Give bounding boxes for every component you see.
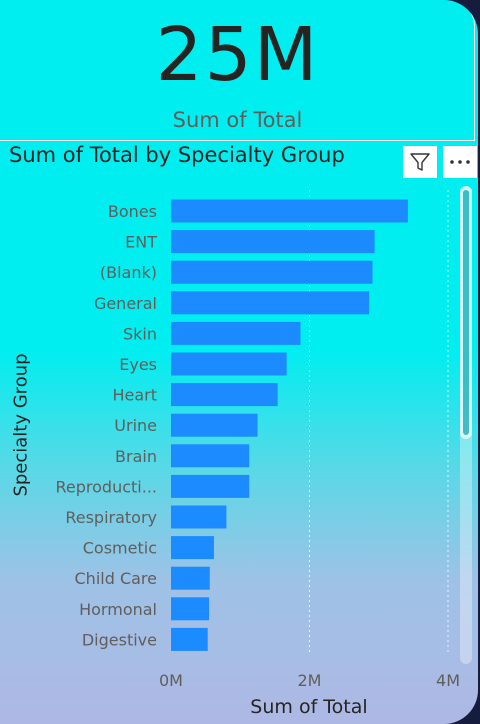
bar[interactable]: [171, 505, 227, 529]
bar[interactable]: [171, 444, 250, 468]
x-tick-label: 0M: [159, 671, 183, 690]
category-label: Child Care: [75, 569, 158, 588]
category-label: Urine: [114, 416, 157, 435]
bar[interactable]: [171, 597, 210, 621]
filter-icon: [410, 153, 430, 171]
category-label: Reproducti...: [56, 477, 157, 496]
more-options-icon: [450, 160, 470, 164]
filter-button[interactable]: [403, 146, 437, 178]
category-label: Bones: [108, 202, 157, 221]
bar[interactable]: [171, 566, 210, 590]
y-axis-label: Specialty Group: [10, 353, 32, 497]
bar[interactable]: [171, 199, 408, 223]
category-label: Hormonal: [79, 600, 157, 619]
category-label: Heart: [112, 386, 157, 405]
bar[interactable]: [171, 352, 287, 376]
bar[interactable]: [171, 627, 208, 651]
category-label: Cosmetic: [83, 539, 157, 558]
scrollbar-thumb[interactable]: [460, 186, 472, 440]
bar[interactable]: [171, 230, 375, 254]
x-tick-label: 2M: [298, 671, 322, 690]
x-axis-label: Sum of Total: [250, 696, 368, 718]
category-label: (Blank): [100, 263, 157, 282]
bar[interactable]: [171, 291, 370, 315]
bar[interactable]: [171, 413, 258, 437]
category-label: Digestive: [82, 630, 157, 649]
category-label: General: [94, 294, 157, 313]
category-label: Skin: [123, 324, 157, 343]
x-tick-label: 4M: [436, 671, 460, 690]
kpi-card[interactable]: 25M Sum of Total: [0, 0, 475, 141]
scrollbar-thumb-grip: [463, 190, 469, 436]
bar[interactable]: [171, 321, 301, 345]
bar[interactable]: [171, 383, 278, 407]
chart-title: Sum of Total by Specialty Group: [9, 143, 345, 167]
bar[interactable]: [171, 536, 214, 560]
more-options-button[interactable]: [443, 146, 477, 178]
bar[interactable]: [171, 260, 373, 284]
category-label: Brain: [115, 447, 157, 466]
category-label: Respiratory: [65, 508, 157, 527]
category-label: ENT: [125, 233, 157, 252]
bar[interactable]: [171, 474, 250, 498]
kpi-label: Sum of Total: [172, 108, 303, 132]
vertical-scrollbar[interactable]: [460, 186, 472, 664]
category-label: Eyes: [119, 355, 157, 374]
kpi-value: 25M: [155, 12, 320, 98]
